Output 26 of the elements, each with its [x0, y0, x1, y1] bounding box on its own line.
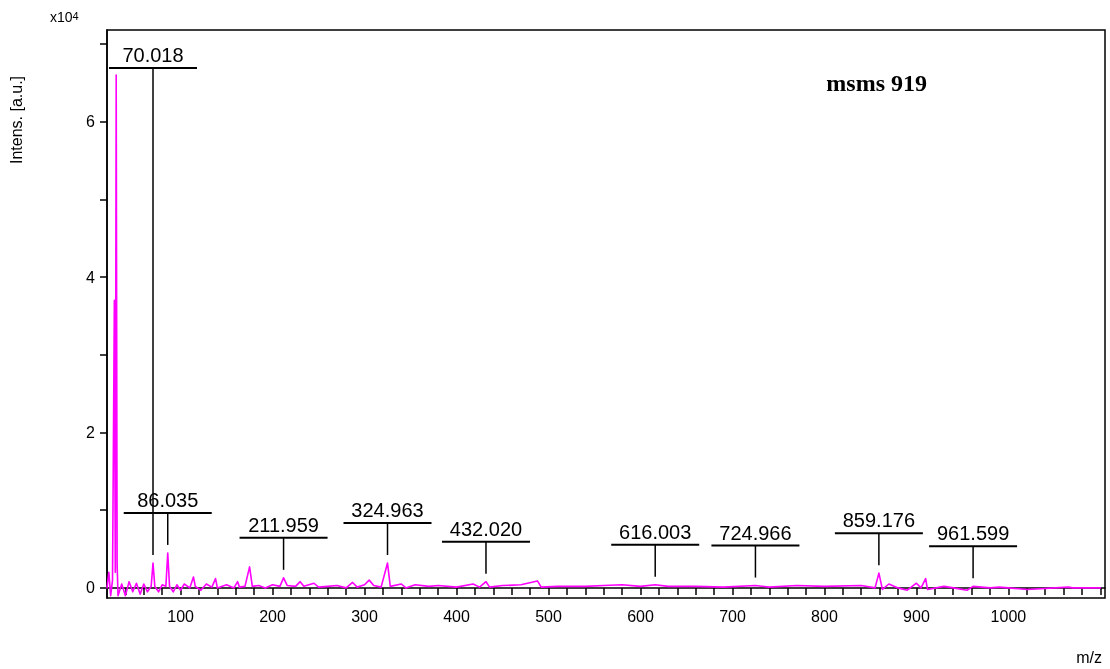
- y-tick-label: 2: [86, 424, 96, 441]
- annotation: 324.963: [351, 499, 424, 522]
- line-series: [106, 74, 1102, 597]
- x-tick-label: 400: [443, 607, 470, 625]
- x-tick-label: 900: [903, 607, 930, 625]
- x-tick-label: 100: [167, 607, 195, 625]
- x-tick-label: 800: [811, 607, 838, 625]
- annotation: 616.003: [619, 520, 692, 543]
- x-tick-label: 200: [259, 607, 287, 625]
- y-tick-label: 4: [86, 268, 96, 286]
- x-tick-label: 700: [719, 607, 746, 625]
- y-axis-title: Intens. [a.u.]: [7, 75, 25, 165]
- annotation: 961.599: [936, 522, 1010, 545]
- annotation: 432.020: [449, 517, 523, 540]
- x-tick-label: 300: [351, 607, 378, 625]
- x-tick-label: 1000: [990, 607, 1027, 625]
- annotation: 724.966: [719, 521, 792, 544]
- x-tick-label: 600: [627, 607, 654, 625]
- x-tick-label: 500: [535, 607, 562, 625]
- annotation: 70.018: [122, 44, 184, 66]
- text: msms 919: [826, 70, 928, 96]
- y-tick-label: 6: [86, 113, 96, 131]
- annotation: 859.176: [842, 509, 916, 532]
- y-tick-label: 0: [86, 579, 96, 597]
- annotation: 211.959: [248, 513, 319, 536]
- x-axis-title: m/z: [1076, 648, 1103, 666]
